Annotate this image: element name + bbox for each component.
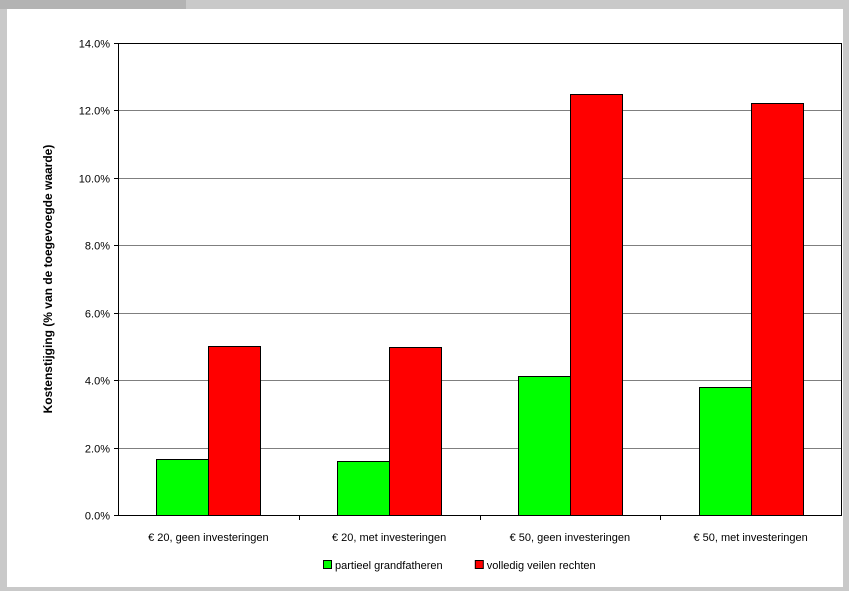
y-axis-ticks: 0.0% 2.0% 4.0% 6.0% 8.0% 10.0% 12.0% 14.0%	[79, 39, 118, 523]
legend-swatch-partieel	[323, 560, 332, 569]
sheet-tab-area	[0, 0, 186, 9]
window-top-strip	[0, 0, 849, 9]
bar-volledig	[751, 103, 804, 516]
bars	[156, 94, 804, 516]
y-axis-label: Kostenstijging (% van de toegevoegde waa…	[41, 145, 55, 414]
x-tick-label: € 50, met investeringen	[693, 532, 807, 544]
bar-partieel	[156, 459, 209, 516]
y-tick-label: 0.0%	[85, 511, 110, 523]
bar-partieel	[699, 387, 752, 516]
y-tick-label: 12.0%	[79, 106, 110, 118]
y-tick-label: 4.0%	[85, 376, 110, 388]
y-tick-label: 8.0%	[85, 241, 110, 253]
x-tick-label: € 20, geen investeringen	[148, 532, 268, 544]
x-tick-label: € 50, geen investeringen	[510, 532, 630, 544]
legend-swatch-volledig	[474, 560, 484, 569]
legend-label-volledig: volledig veilen rechten	[487, 560, 596, 572]
bar-partieel	[337, 461, 390, 516]
bar-volledig	[208, 346, 261, 516]
bar-volledig	[389, 347, 442, 516]
y-tick-label: 14.0%	[79, 39, 110, 51]
y-tick-label: 2.0%	[85, 444, 110, 456]
y-tick-label: 10.0%	[79, 174, 110, 186]
legend-label-partieel: partieel grandfatheren	[335, 560, 443, 572]
bar-partieel	[518, 376, 571, 516]
x-tick-label: € 20, met investeringen	[332, 532, 446, 544]
x-axis-ticks: € 20, geen investeringen € 20, met invest…	[148, 515, 808, 544]
y-tick-label: 6.0%	[85, 309, 110, 321]
bar-volledig	[570, 94, 623, 516]
legend: partieel grandfatheren volledig veilen re…	[323, 560, 596, 572]
